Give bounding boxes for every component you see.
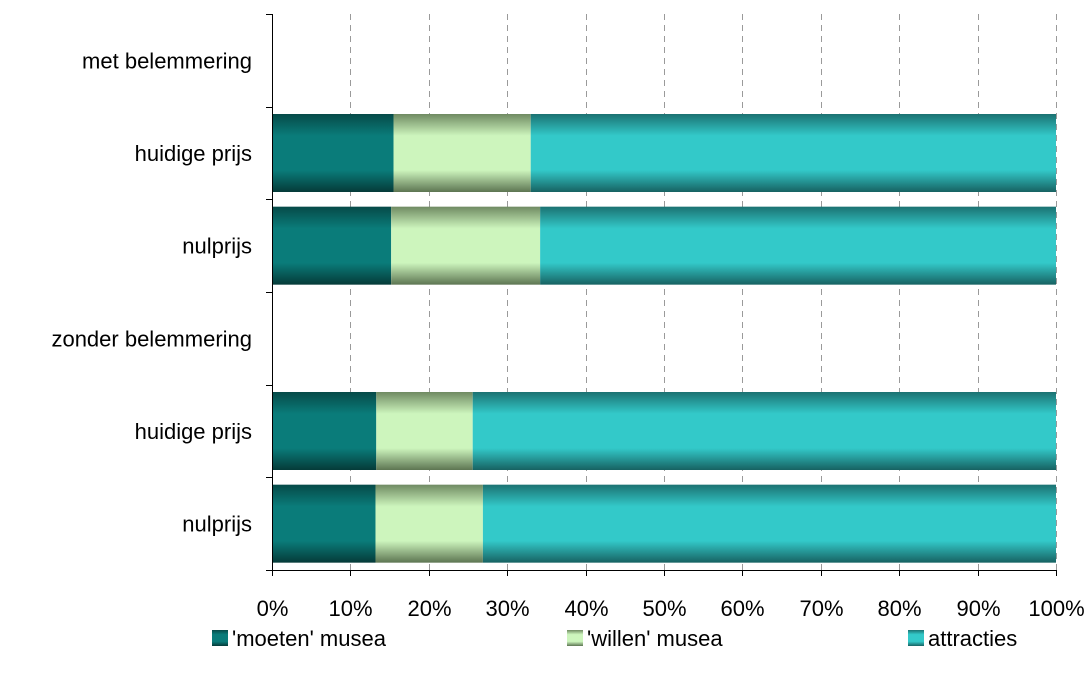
x-tick-label: 20% xyxy=(407,596,451,621)
legend-label: 'moeten' musea xyxy=(232,626,387,651)
legend-label: attracties xyxy=(928,626,1017,651)
legend-swatch xyxy=(908,630,924,646)
x-tick-label: 90% xyxy=(956,596,1000,621)
bar-segment xyxy=(540,206,1056,285)
x-tick-label: 70% xyxy=(799,596,843,621)
x-tick-label: 100% xyxy=(1028,596,1084,621)
x-tick-label: 60% xyxy=(720,596,764,621)
bar-segment xyxy=(375,484,483,563)
legend-swatch xyxy=(567,630,583,646)
category-label: zonder belemmering xyxy=(51,326,252,351)
bar-segment xyxy=(272,392,377,470)
bar-segment xyxy=(272,114,394,192)
legend-label: 'willen' musea xyxy=(587,626,723,651)
x-tick-label: 50% xyxy=(642,596,686,621)
bar-segment xyxy=(482,484,1056,563)
bar-segment xyxy=(472,392,1057,470)
x-tick-label: 10% xyxy=(328,596,372,621)
bar-segment xyxy=(272,484,376,563)
bar-segment xyxy=(391,206,541,285)
category-label: nulprijs xyxy=(182,512,252,537)
x-tick-label: 40% xyxy=(564,596,608,621)
bar-segment xyxy=(530,114,1056,192)
x-tick-label: 80% xyxy=(877,596,921,621)
x-tick-label: 30% xyxy=(485,596,529,621)
legend-swatch xyxy=(212,630,228,646)
bar-segment xyxy=(272,206,392,285)
category-label: met belemmering xyxy=(82,48,252,73)
bar-segment xyxy=(393,114,531,192)
category-label: nulprijs xyxy=(182,234,252,259)
x-tick-label: 0% xyxy=(257,596,289,621)
bar-segment xyxy=(376,392,473,470)
category-label: huidige prijs xyxy=(135,141,252,166)
category-label: huidige prijs xyxy=(135,419,252,444)
